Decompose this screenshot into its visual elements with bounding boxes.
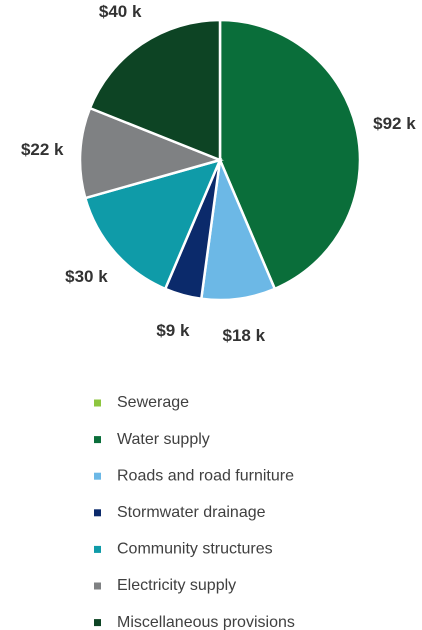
legend-swatch	[94, 545, 101, 553]
legend-swatch	[94, 436, 101, 444]
legend-label: Sewerage	[117, 394, 189, 411]
value-label: $9 k	[156, 321, 190, 340]
value-label: $18 k	[223, 326, 266, 345]
legend-label: Community structures	[117, 541, 273, 558]
legend-swatch	[94, 619, 101, 627]
legend-swatch	[94, 472, 101, 480]
legend-swatch	[94, 399, 101, 407]
pie-slice	[78, 106, 224, 200]
value-label: $22 k	[21, 140, 64, 159]
legend-swatch	[94, 509, 101, 517]
value-label: $40 k	[99, 2, 142, 21]
legend-label: Water supply	[117, 431, 210, 448]
legend-label: Electricity supply	[117, 577, 236, 594]
legend-label: Roads and road furniture	[117, 467, 294, 484]
legend-swatch	[94, 582, 101, 590]
pie-slice	[88, 18, 222, 162]
legend-label: Stormwater drainage	[117, 504, 266, 521]
value-label: $30 k	[65, 267, 108, 286]
value-label: $92 k	[373, 114, 416, 133]
pie-slice	[83, 158, 223, 291]
pie-slice	[218, 18, 362, 291]
legend-label: Miscellaneous provisions	[117, 614, 295, 630]
